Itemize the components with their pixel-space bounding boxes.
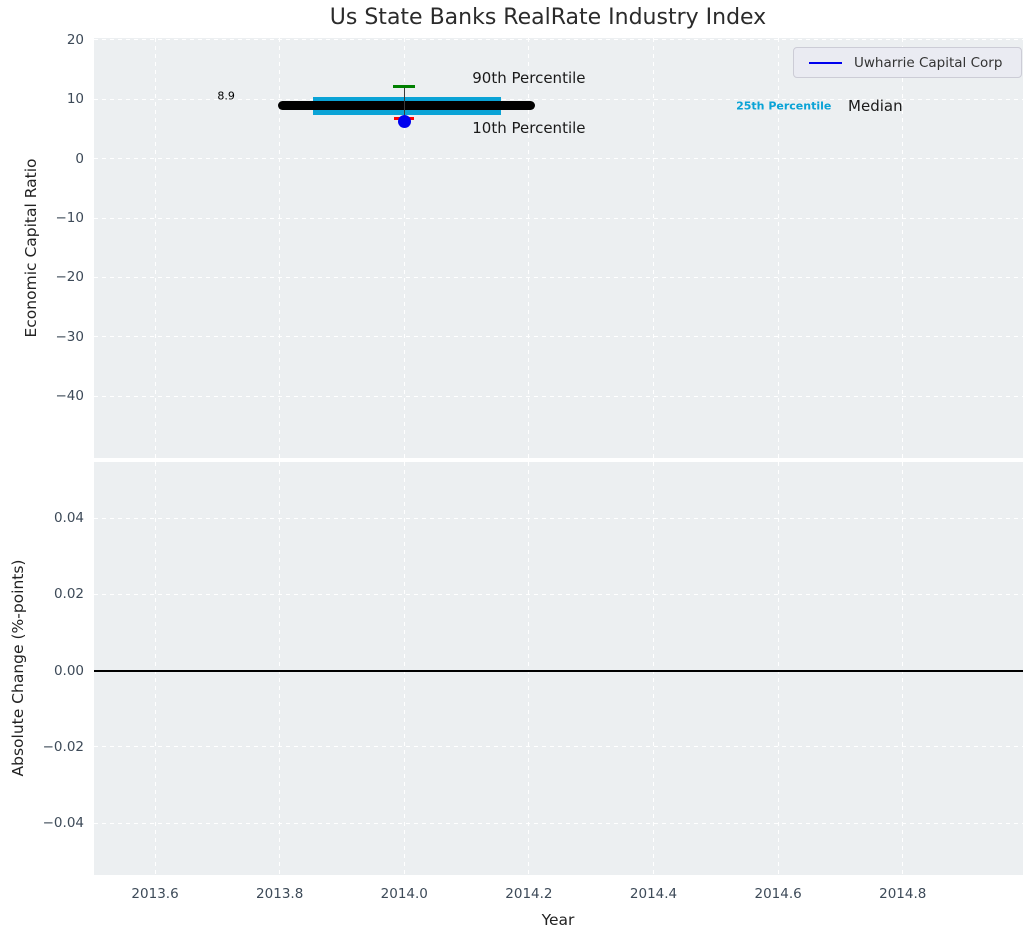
gridline-horizontal (94, 217, 1023, 219)
gridline-vertical (653, 38, 655, 458)
x-tick-label: 2014.2 (505, 886, 553, 902)
median-line (277, 101, 536, 111)
plot-area-absolute-change (94, 462, 1023, 875)
gridline-vertical (403, 462, 405, 875)
gridline-vertical (528, 38, 530, 458)
y-tick-label: 0.04 (53, 510, 84, 527)
gridline-vertical (279, 38, 281, 458)
gridline-vertical (902, 38, 904, 458)
gridline-vertical (279, 462, 281, 875)
p90-cap (393, 84, 416, 88)
x-tick-label: 2014.8 (879, 886, 927, 902)
gridline-horizontal (94, 822, 1023, 824)
legend-label: Uwharrie Capital Corp (854, 54, 1003, 71)
y-tick-label: −10 (55, 210, 85, 226)
gridline-horizontal (94, 39, 1023, 41)
gridline-horizontal (94, 158, 1023, 160)
x-tick-label: 2014.4 (629, 886, 678, 902)
y-tick-label: 0 (75, 150, 84, 167)
plot-area-economic-capital-ratio: 8.9 90th Percentile 10th Percentile 25th Pe… (94, 38, 1023, 458)
y-axis-label-top: Economic Capital Ratio (22, 158, 40, 338)
y-tick-label: −30 (55, 328, 85, 345)
percentile-whisker-line (403, 86, 406, 122)
annotation-p10-label: 10th Percentile (472, 118, 586, 137)
gridline-vertical (528, 462, 530, 875)
x-tick-label: 2014.0 (380, 886, 428, 902)
gridline-vertical (777, 462, 779, 875)
y-tick-label: −0.02 (42, 738, 84, 755)
x-tick-label: 2013.8 (256, 886, 304, 902)
gridline-horizontal (94, 98, 1023, 100)
annotation-median-label: Median (848, 97, 903, 116)
gridline-horizontal (94, 336, 1023, 338)
gridline-horizontal (94, 395, 1023, 397)
gridline-vertical (902, 462, 904, 875)
annotation-median-value: 8.9 (217, 89, 235, 103)
y-tick-label: 0.00 (53, 662, 84, 679)
annotation-p25-label: 25th Percentile (736, 99, 832, 113)
company-marker (397, 114, 411, 128)
gridline-horizontal (94, 746, 1023, 748)
y-tick-label: −0.04 (42, 815, 84, 832)
annotation-p90-label: 90th Percentile (472, 68, 586, 87)
y-tick-label: −20 (55, 269, 85, 286)
y-tick-label: −40 (55, 388, 85, 405)
chart-title: Us State Banks RealRate Industry Index (329, 5, 767, 30)
x-axis-label: Year (541, 911, 575, 929)
x-tick-label: 2014.6 (754, 886, 802, 902)
gridline-horizontal (94, 276, 1023, 278)
x-tick-label: 2013.6 (131, 886, 179, 902)
gridline-vertical (154, 38, 156, 458)
gridline-vertical (777, 38, 779, 458)
gridline-vertical (403, 38, 405, 458)
gridline-horizontal (94, 517, 1023, 519)
gridline-horizontal (94, 593, 1023, 595)
legend-line-sample (809, 61, 842, 64)
zero-baseline (94, 669, 1023, 672)
y-tick-label: 0.02 (53, 586, 84, 603)
legend-box: Uwharrie Capital Corp (793, 47, 1022, 78)
y-tick-label: 10 (66, 91, 84, 108)
gridline-vertical (653, 462, 655, 875)
gridline-vertical (154, 462, 156, 875)
y-tick-label: 20 (66, 31, 84, 48)
y-axis-label-bottom: Absolute Change (%-points) (9, 559, 27, 777)
